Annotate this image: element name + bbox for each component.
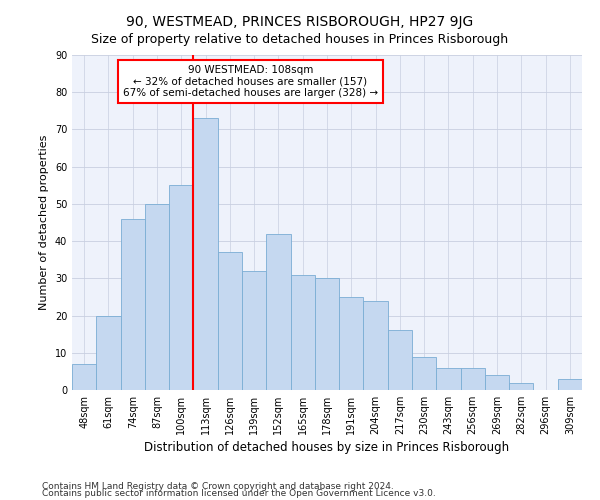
Bar xyxy=(145,204,169,390)
Bar xyxy=(339,297,364,390)
Bar xyxy=(290,274,315,390)
Bar xyxy=(193,118,218,390)
Bar xyxy=(461,368,485,390)
X-axis label: Distribution of detached houses by size in Princes Risborough: Distribution of detached houses by size … xyxy=(145,441,509,454)
Bar xyxy=(315,278,339,390)
Text: Size of property relative to detached houses in Princes Risborough: Size of property relative to detached ho… xyxy=(91,32,509,46)
Text: 90, WESTMEAD, PRINCES RISBOROUGH, HP27 9JG: 90, WESTMEAD, PRINCES RISBOROUGH, HP27 9… xyxy=(127,15,473,29)
Bar xyxy=(121,219,145,390)
Bar xyxy=(169,186,193,390)
Bar xyxy=(485,375,509,390)
Bar xyxy=(96,316,121,390)
Bar xyxy=(242,271,266,390)
Bar xyxy=(412,356,436,390)
Bar xyxy=(388,330,412,390)
Text: 90 WESTMEAD: 108sqm
← 32% of detached houses are smaller (157)
67% of semi-detac: 90 WESTMEAD: 108sqm ← 32% of detached ho… xyxy=(123,65,378,98)
Text: Contains public sector information licensed under the Open Government Licence v3: Contains public sector information licen… xyxy=(42,490,436,498)
Text: Contains HM Land Registry data © Crown copyright and database right 2024.: Contains HM Land Registry data © Crown c… xyxy=(42,482,394,491)
Y-axis label: Number of detached properties: Number of detached properties xyxy=(39,135,49,310)
Bar xyxy=(436,368,461,390)
Bar xyxy=(558,379,582,390)
Bar xyxy=(218,252,242,390)
Bar xyxy=(72,364,96,390)
Bar xyxy=(509,382,533,390)
Bar xyxy=(364,300,388,390)
Bar xyxy=(266,234,290,390)
